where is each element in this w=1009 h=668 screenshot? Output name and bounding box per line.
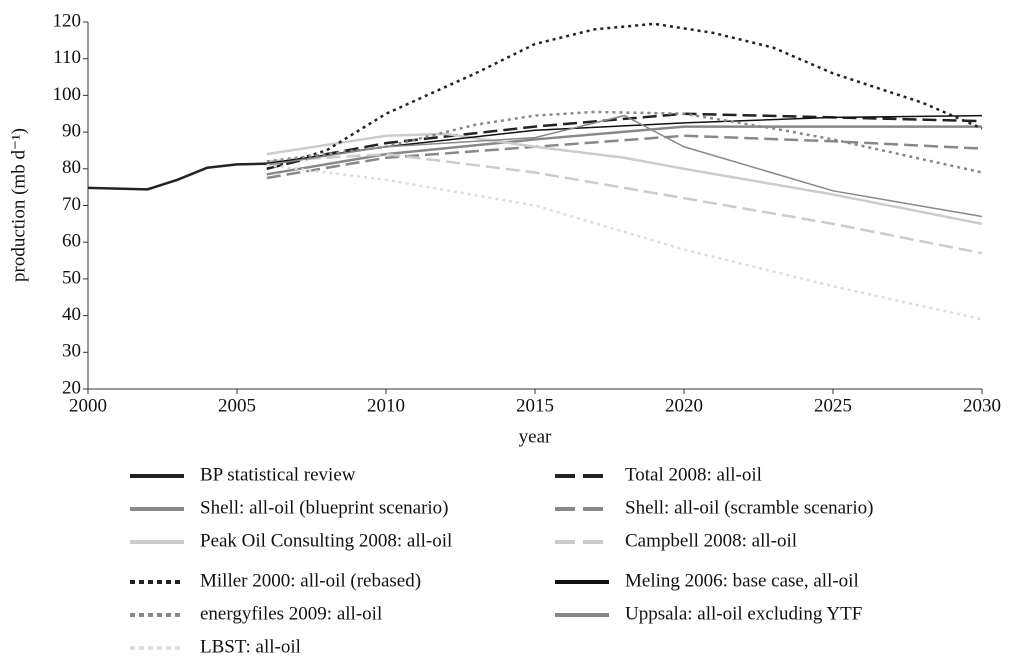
x-tick-label: 2030 [963,395,1001,416]
y-tick-label: 30 [62,341,81,362]
x-tick-label: 2025 [814,395,852,416]
y-tick-label: 60 [62,231,81,252]
legend-label: Peak Oil Consulting 2008: all-oil [200,530,452,551]
x-tick-label: 2020 [665,395,703,416]
legend-label: Shell: all-oil (scramble scenario) [625,497,874,518]
series-line [266,132,983,226]
series-line [266,163,983,321]
x-tick-label: 2010 [367,395,405,416]
series-line [266,114,983,218]
x-tick-label: 2015 [516,395,554,416]
legend-label: Total 2008: all-oil [625,464,762,485]
legend-label: energyfiles 2009: all-oil [200,603,382,624]
series-line [87,162,267,191]
x-tick-label: 2000 [69,395,107,416]
legend-label: Meling 2006: base case, all-oil [625,570,859,591]
y-tick-label: 20 [62,377,81,398]
legend-label: Campbell 2008: all-oil [625,530,797,551]
y-tick-label: 70 [62,194,81,215]
y-tick-label: 100 [53,84,82,105]
series-line [266,22,983,170]
y-tick-label: 110 [53,47,81,68]
x-tick-label: 2005 [218,395,256,416]
y-tick-label: 120 [53,10,82,31]
legend-label: Shell: all-oil (blueprint scenario) [200,497,449,518]
legend-label: Uppsala: all-oil excluding YTF [625,603,862,624]
legend-label: Miller 2000: all-oil (rebased) [200,570,421,591]
y-tick-label: 80 [62,157,81,178]
y-tick-label: 50 [62,267,81,288]
x-axis-label: year [519,426,552,447]
legend-label: LBST: all-oil [200,636,301,657]
series-line [266,134,983,180]
y-tick-label: 40 [62,304,81,325]
y-tick-label: 90 [62,120,81,141]
legend-label: BP statistical review [200,464,356,485]
series-line [266,125,982,176]
y-axis-label: production (mb d⁻¹) [8,128,29,282]
series-line [266,152,983,255]
